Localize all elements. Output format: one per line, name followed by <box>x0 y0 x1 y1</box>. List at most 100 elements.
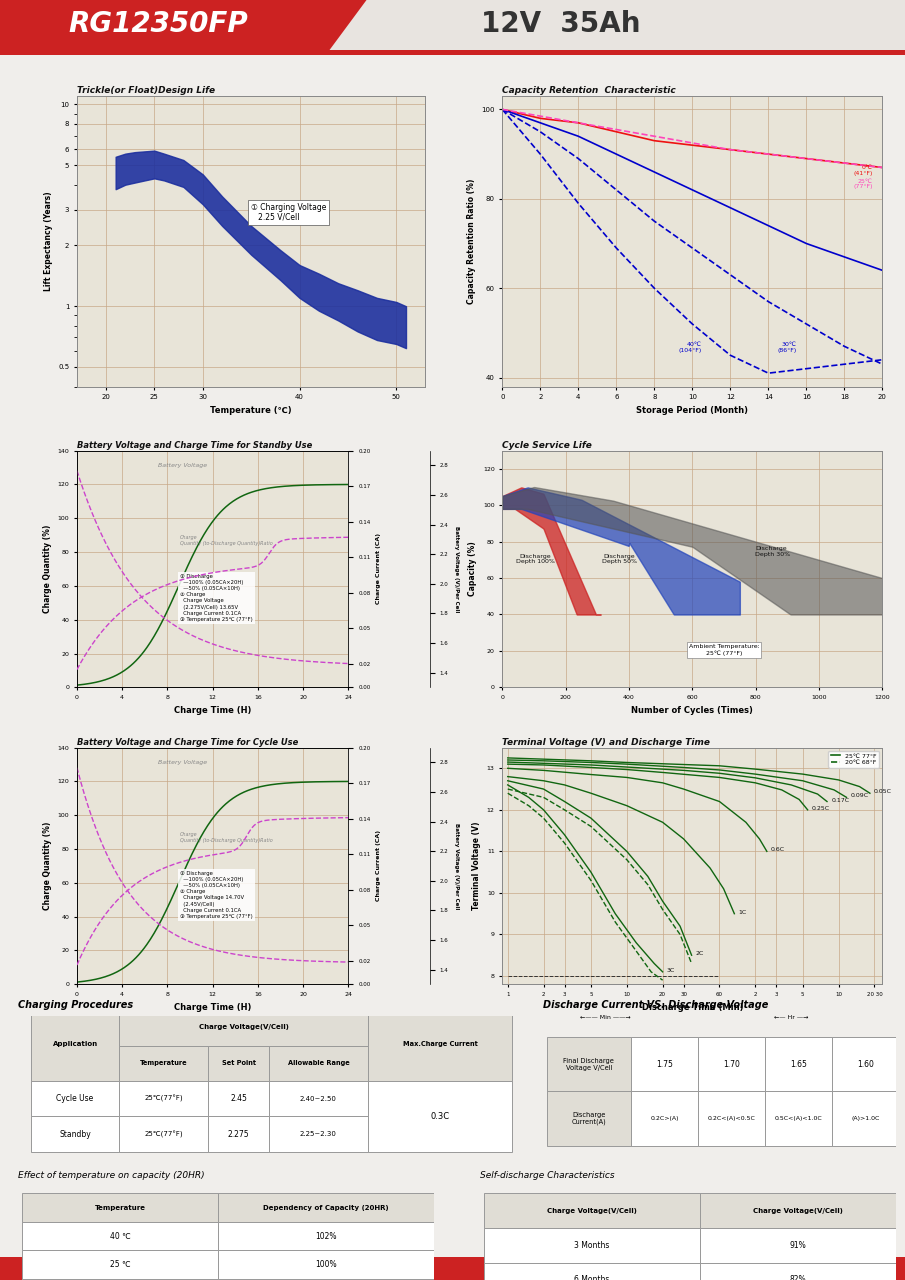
Text: Capacity Retention  Characteristic: Capacity Retention Characteristic <box>502 86 676 95</box>
Bar <box>700 1228 896 1262</box>
Text: 25 ℃: 25 ℃ <box>110 1261 130 1270</box>
Text: 2C: 2C <box>696 951 704 956</box>
Bar <box>119 1046 208 1082</box>
Text: 0.5C<(A)<1.0C: 0.5C<(A)<1.0C <box>775 1116 823 1121</box>
Bar <box>766 1092 833 1146</box>
Text: 0.17C: 0.17C <box>831 797 849 803</box>
Y-axis label: Terminal Voltage (V): Terminal Voltage (V) <box>472 822 481 910</box>
Bar <box>700 1193 896 1228</box>
Text: 0.2C>(A): 0.2C>(A) <box>651 1116 679 1121</box>
Text: 40 ℃: 40 ℃ <box>110 1231 130 1240</box>
Text: 1.75: 1.75 <box>656 1060 673 1069</box>
Bar <box>0 50 905 55</box>
Text: 2.45: 2.45 <box>230 1094 247 1103</box>
Y-axis label: Charge Current (CA): Charge Current (CA) <box>376 534 381 604</box>
Bar <box>31 1082 119 1116</box>
Text: Dependency of Capacity (20HR): Dependency of Capacity (20HR) <box>263 1204 389 1211</box>
Bar <box>547 1037 632 1092</box>
Polygon shape <box>0 0 367 55</box>
Text: 102%: 102% <box>316 1231 337 1240</box>
Bar <box>632 1037 699 1092</box>
Text: 0.05C: 0.05C <box>874 790 892 794</box>
Text: Charge Voltage(V/Cell): Charge Voltage(V/Cell) <box>753 1208 843 1213</box>
Text: Ambient Temperature:
25℃ (77°F): Ambient Temperature: 25℃ (77°F) <box>689 644 759 655</box>
Bar <box>23 1193 218 1222</box>
X-axis label: Charge Time (H): Charge Time (H) <box>174 1002 252 1011</box>
Text: 25℃(77°F): 25℃(77°F) <box>145 1130 183 1138</box>
Text: 30℃
(86°F): 30℃ (86°F) <box>777 342 797 353</box>
Bar <box>23 1251 218 1279</box>
Text: ←— Hr —→: ←— Hr —→ <box>774 1015 808 1020</box>
Bar <box>119 1007 367 1046</box>
Y-axis label: Battery Voltage (V)/Per Cell: Battery Voltage (V)/Per Cell <box>454 526 460 612</box>
Bar <box>833 1037 900 1092</box>
Text: 2.25~2.30: 2.25~2.30 <box>300 1132 337 1137</box>
Text: Discharge Current VS. Discharge Voltage: Discharge Current VS. Discharge Voltage <box>543 1001 768 1010</box>
Text: 3 Months: 3 Months <box>575 1240 610 1249</box>
Text: 100%: 100% <box>315 1261 337 1270</box>
Y-axis label: Capacity (%): Capacity (%) <box>468 541 477 596</box>
Text: 0.3C: 0.3C <box>431 1112 450 1121</box>
Text: Trickle(or Float)Design Life: Trickle(or Float)Design Life <box>77 86 215 95</box>
Text: 0.2C<(A)<0.5C: 0.2C<(A)<0.5C <box>708 1116 756 1121</box>
Text: Max.Charge Current: Max.Charge Current <box>403 1042 477 1047</box>
Text: 0.09C: 0.09C <box>851 794 869 799</box>
Text: Set Point: Set Point <box>222 1060 255 1066</box>
Text: 6 Months: 6 Months <box>575 1275 610 1280</box>
Text: Temperature: Temperature <box>95 1204 146 1211</box>
Text: Discharge
 Depth 30%: Discharge Depth 30% <box>753 547 790 557</box>
Bar <box>484 1228 700 1262</box>
Text: Standby: Standby <box>59 1129 91 1139</box>
Text: 12V  35Ah: 12V 35Ah <box>481 10 641 38</box>
Bar <box>367 1082 512 1152</box>
Text: Charge Voltage(V/Cell): Charge Voltage(V/Cell) <box>548 1208 637 1213</box>
Text: ① Discharge
  —100% (0.05CA×20H)
  —50% (0.05CA×10H)
② Charge
  Charge Voltage
 : ① Discharge —100% (0.05CA×20H) —50% (0.0… <box>180 573 252 622</box>
Text: ① Discharge
  —100% (0.05CA×20H)
  —50% (0.05CA×10H)
② Charge
  Charge Voltage 1: ① Discharge —100% (0.05CA×20H) —50% (0.0… <box>180 870 252 919</box>
Bar <box>208 1082 269 1116</box>
X-axis label: Discharge Time (Min): Discharge Time (Min) <box>642 1002 743 1011</box>
Bar <box>484 1262 700 1280</box>
Text: Temperature: Temperature <box>140 1060 187 1066</box>
Text: Charge Voltage(V/Cell): Charge Voltage(V/Cell) <box>199 1024 289 1029</box>
Bar <box>119 1082 208 1116</box>
Legend: 25℃ 77°F, 20℃ 68°F: 25℃ 77°F, 20℃ 68°F <box>828 750 880 768</box>
Bar <box>547 1092 632 1146</box>
Text: 82%: 82% <box>790 1275 806 1280</box>
Text: Discharge
Current(A): Discharge Current(A) <box>572 1112 606 1125</box>
Y-axis label: Charge Current (CA): Charge Current (CA) <box>376 831 381 901</box>
Text: Discharge
Depth 50%: Discharge Depth 50% <box>602 554 637 564</box>
Bar <box>699 1037 766 1092</box>
Text: 1.60: 1.60 <box>858 1060 874 1069</box>
Text: Final Discharge
Voltage V/Cell: Final Discharge Voltage V/Cell <box>564 1057 614 1070</box>
Text: 0℃
(41°F): 0℃ (41°F) <box>853 165 872 177</box>
Text: 0.6C: 0.6C <box>771 847 786 852</box>
Bar <box>766 1037 833 1092</box>
Text: 91%: 91% <box>790 1240 806 1249</box>
Text: 2.275: 2.275 <box>228 1129 250 1139</box>
Text: Terminal Voltage (V) and Discharge Time: Terminal Voltage (V) and Discharge Time <box>502 737 710 746</box>
Text: Battery Voltage and Charge Time for Standby Use: Battery Voltage and Charge Time for Stan… <box>77 440 312 449</box>
Y-axis label: Charge Quantity (%): Charge Quantity (%) <box>43 525 52 613</box>
X-axis label: Charge Time (H): Charge Time (H) <box>174 705 252 714</box>
X-axis label: Storage Period (Month): Storage Period (Month) <box>636 406 748 415</box>
Text: ① Charging Voltage
   2.25 V/Cell: ① Charging Voltage 2.25 V/Cell <box>252 202 327 221</box>
Bar <box>31 1116 119 1152</box>
Bar <box>208 1046 269 1082</box>
Bar <box>218 1222 434 1251</box>
Text: Battery Voltage and Charge Time for Cycle Use: Battery Voltage and Charge Time for Cycl… <box>77 737 298 746</box>
Text: 1C: 1C <box>738 910 747 915</box>
Text: Battery Voltage: Battery Voltage <box>158 463 207 468</box>
X-axis label: Temperature (℃): Temperature (℃) <box>210 406 292 415</box>
Bar <box>269 1046 367 1082</box>
Bar <box>367 1007 512 1082</box>
Bar <box>218 1193 434 1222</box>
Text: Discharge
Depth 100%: Discharge Depth 100% <box>516 554 555 564</box>
Bar <box>208 1116 269 1152</box>
Y-axis label: Charge Quantity (%): Charge Quantity (%) <box>43 822 52 910</box>
Text: Charging Procedures: Charging Procedures <box>18 1001 133 1010</box>
Text: 1.65: 1.65 <box>790 1060 807 1069</box>
Bar <box>699 1092 766 1146</box>
Text: Charge
Quantity (to-Discharge Quantity)Ratio: Charge Quantity (to-Discharge Quantity)R… <box>180 535 272 547</box>
Bar <box>484 1193 700 1228</box>
Bar <box>31 1007 119 1082</box>
